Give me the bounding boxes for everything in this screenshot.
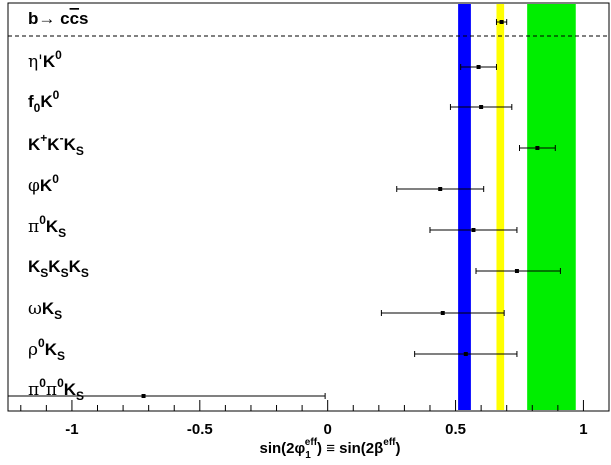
point-marker <box>141 394 146 398</box>
point-marker <box>514 269 519 273</box>
average-bands <box>458 4 576 410</box>
plot-frame <box>7 2 610 412</box>
band-green <box>527 4 576 410</box>
measurement-point <box>414 351 518 357</box>
reference-point <box>495 19 508 25</box>
measurement-point <box>7 393 326 399</box>
measurement-point <box>475 268 561 274</box>
x-axis-ticks: -1 -0.5 0 0.5 1 <box>20 400 610 438</box>
point-marker <box>463 352 468 356</box>
point-marker <box>440 311 445 315</box>
point-marker <box>476 65 481 69</box>
label-phi-k0: φK0 <box>28 172 59 196</box>
label-pi0-ks: π0KS <box>28 213 66 240</box>
measurement-point <box>429 227 518 233</box>
x-tick-label: 0.5 <box>445 421 466 438</box>
measurement-point <box>518 145 556 151</box>
point-marker <box>479 105 484 109</box>
x-tick-label: 0 <box>324 421 332 438</box>
point-marker <box>471 228 476 232</box>
band-blue <box>458 4 471 410</box>
point-marker <box>438 187 443 191</box>
label-omega-ks: ωKS <box>28 299 62 322</box>
label-kpkmks: K+K-KS <box>28 131 84 158</box>
measurement-point <box>460 64 497 70</box>
measurement-point <box>380 310 505 316</box>
label-etaprime-k0: η'K0 <box>28 48 62 72</box>
point-marker <box>499 20 504 24</box>
label-pi0pi0-ks: π0π0KS <box>28 376 84 403</box>
band-yellow <box>496 4 505 410</box>
label-reference: b→ ccs <box>28 9 89 28</box>
label-f0-k0: f0K0 <box>28 88 60 115</box>
label-ksksks: KSKSKS <box>28 257 89 280</box>
x-tick-label: -1 <box>65 421 78 438</box>
x-tick-label: -0.5 <box>187 421 213 438</box>
measurement-points <box>7 19 561 399</box>
point-marker <box>535 146 540 150</box>
measurement-point <box>396 186 485 192</box>
x-tick-label: 1 <box>579 421 587 438</box>
x-axis-title: sin(2φ1eff) ≡ sin(2βeff) <box>259 437 400 461</box>
measurement-point <box>449 104 513 110</box>
label-rho0-ks: ρ0KS <box>28 336 65 363</box>
